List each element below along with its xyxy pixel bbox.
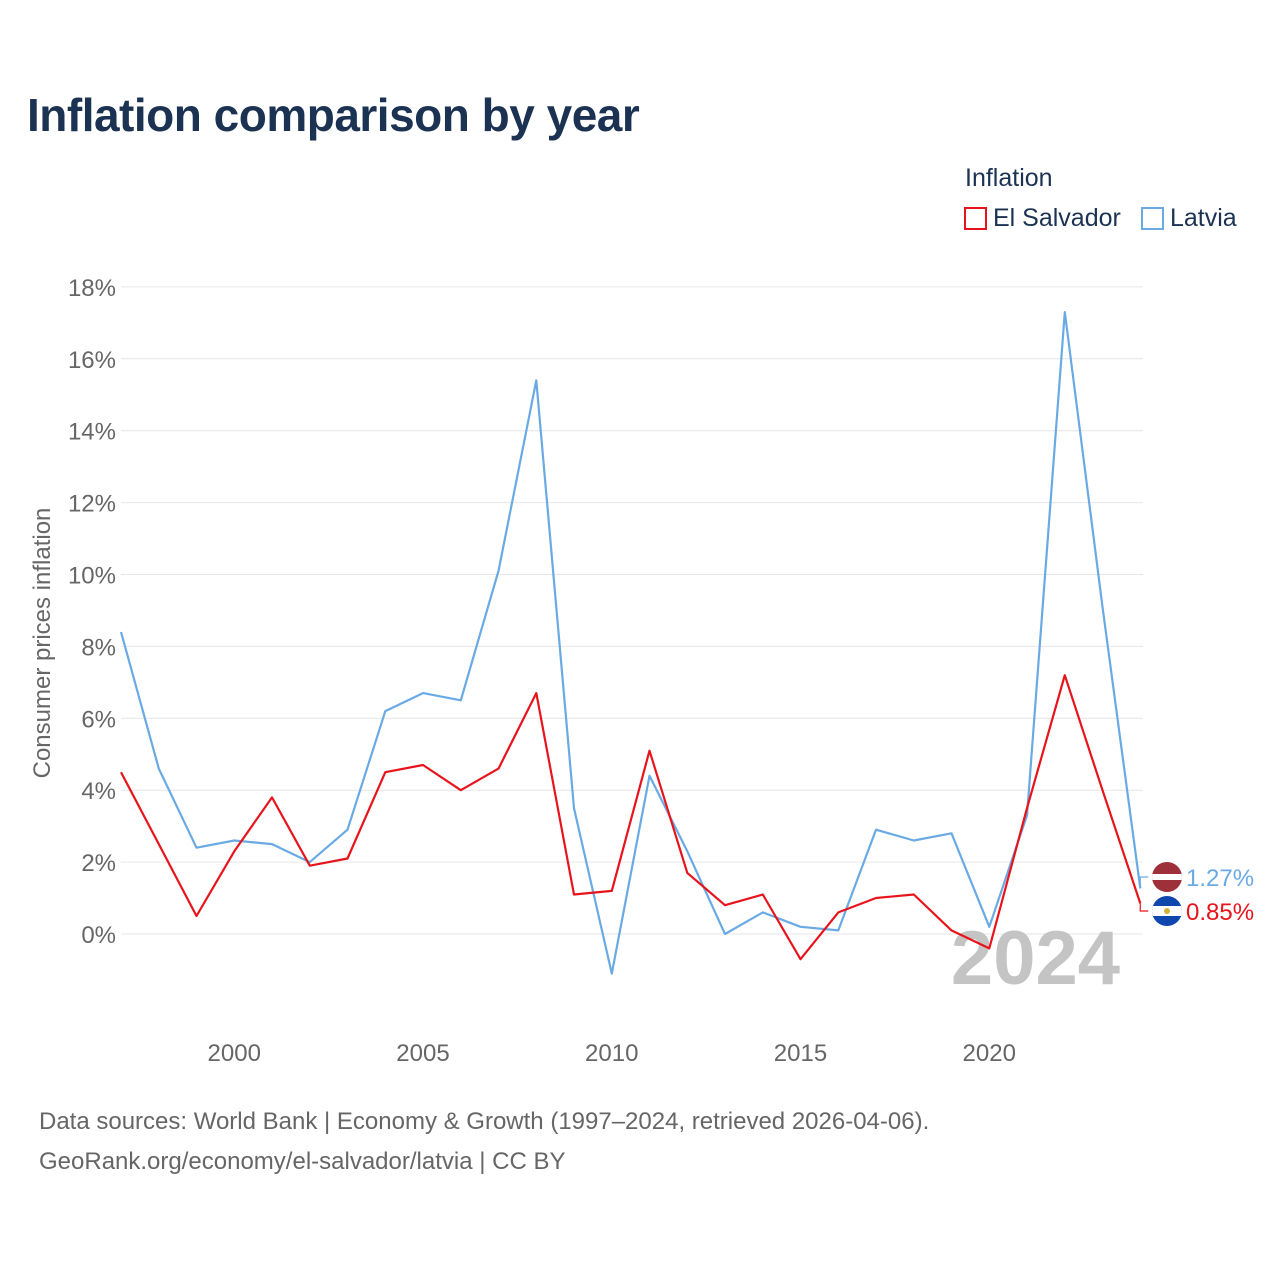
chart-title: Inflation comparison by year [27, 89, 640, 141]
end-label-el-salvador: 0.85% [1186, 899, 1254, 926]
y-tick-label: 6% [81, 706, 116, 733]
y-tick-label: 4% [81, 778, 116, 805]
legend-swatch-el-salvador [964, 207, 987, 230]
y-tick-label: 16% [68, 347, 116, 374]
series-line-el-salvador [120, 674, 1142, 961]
legend-item-latvia[interactable]: Latvia [1141, 204, 1237, 233]
y-axis-label: Consumer prices inflation [29, 508, 56, 779]
legend-title: Inflation [965, 164, 1053, 192]
y-tick-label: 12% [68, 491, 116, 518]
legend-label-el-salvador: El Salvador [993, 204, 1121, 232]
year-watermark: 2024 [951, 916, 1120, 1001]
x-axis-ticks: 2000 2005 2010 2015 2020 [208, 1040, 1016, 1067]
data-source-note: Data sources: World Bank | Economy & Gro… [39, 1108, 930, 1135]
grid-lines [121, 286, 1143, 935]
end-connector-latvia [1139, 876, 1149, 889]
end-label-latvia: 1.27% [1186, 865, 1254, 892]
legend-label-latvia: Latvia [1170, 204, 1237, 232]
x-tick-label: 2015 [774, 1040, 827, 1067]
end-connector-el-salvador [1139, 903, 1149, 912]
series-end-markers: 0.85% 1.27% [1139, 862, 1254, 926]
y-tick-label: 14% [68, 419, 116, 446]
legend-swatch-latvia [1141, 207, 1164, 230]
y-tick-label: 18% [68, 275, 116, 302]
x-tick-label: 2000 [208, 1040, 261, 1067]
y-tick-label: 2% [81, 850, 116, 877]
x-tick-label: 2020 [963, 1040, 1016, 1067]
latvia-flag-icon [1152, 862, 1182, 892]
legend-item-el-salvador[interactable]: El Salvador [964, 204, 1121, 233]
series-lines [119, 311, 1142, 975]
y-tick-label: 8% [81, 634, 116, 661]
source-url-note: GeoRank.org/economy/el-salvador/latvia |… [39, 1148, 566, 1175]
y-axis-ticks: 0% 2% 4% 6% 8% 10% 12% 14% 16% 18% [68, 275, 116, 949]
x-tick-label: 2005 [396, 1040, 449, 1067]
y-tick-label: 0% [81, 922, 116, 949]
series-line-latvia [119, 311, 1142, 975]
el-salvador-flag-icon [1152, 896, 1182, 926]
y-tick-label: 10% [68, 563, 116, 590]
x-tick-label: 2010 [585, 1040, 638, 1067]
